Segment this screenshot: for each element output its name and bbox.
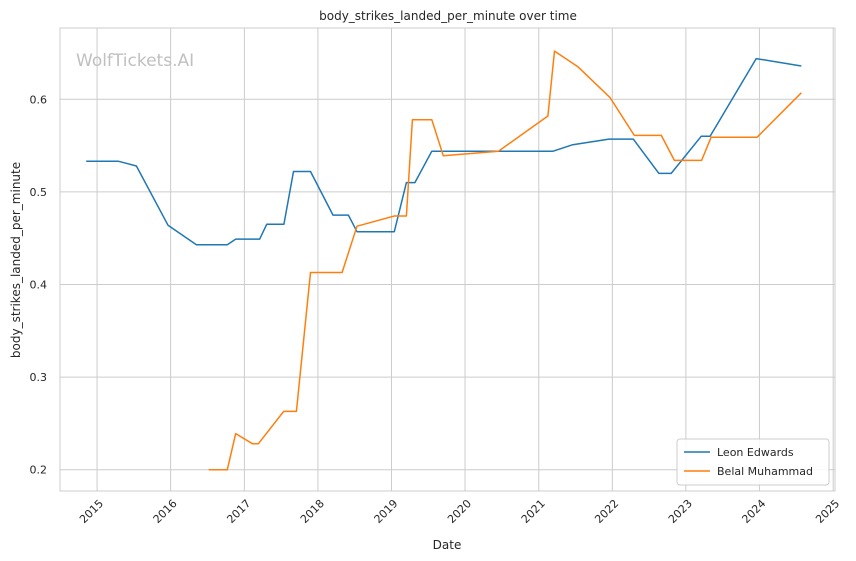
x-tick-label: 2015 bbox=[77, 497, 106, 526]
x-tick-label: 2025 bbox=[813, 497, 842, 526]
y-axis-label: body_strikes_landed_per_minute bbox=[9, 162, 23, 358]
series-lines bbox=[86, 50, 802, 471]
x-axis-label: Date bbox=[433, 538, 462, 552]
x-tick-label: 2022 bbox=[592, 497, 621, 526]
y-tick-label: 0.3 bbox=[30, 371, 48, 384]
legend-label-leon-edwards: Leon Edwards bbox=[717, 446, 794, 459]
series-line-belal-muhammad bbox=[208, 50, 802, 471]
x-tick-label: 2023 bbox=[666, 497, 695, 526]
y-axis-ticks: 0.2 0.3 0.4 0.5 0.6 bbox=[30, 93, 48, 476]
y-tick-label: 0.6 bbox=[30, 93, 48, 106]
series-line-leon-edwards bbox=[86, 57, 802, 246]
legend-label-belal-muhammad: Belal Muhammad bbox=[717, 465, 813, 478]
y-tick-label: 0.2 bbox=[30, 464, 48, 477]
x-tick-label: 2018 bbox=[298, 497, 327, 526]
x-tick-label: 2016 bbox=[151, 497, 180, 526]
chart-title: body_strikes_landed_per_minute over time bbox=[319, 9, 577, 23]
legend: Leon Edwards Belal Muhammad bbox=[676, 438, 830, 486]
x-tick-label: 2024 bbox=[739, 497, 768, 526]
x-tick-label: 2019 bbox=[372, 497, 401, 526]
x-tick-label: 2020 bbox=[445, 497, 474, 526]
gridlines bbox=[60, 28, 835, 491]
y-tick-label: 0.4 bbox=[30, 279, 48, 292]
watermark-text: WolfTickets.AI bbox=[76, 51, 194, 71]
x-tick-label: 2017 bbox=[224, 497, 253, 526]
legend-box bbox=[676, 438, 830, 486]
y-tick-label: 0.5 bbox=[30, 186, 48, 199]
x-axis-ticks: 2015 2016 2017 2018 2019 2020 2021 2022 2023 2024… bbox=[77, 497, 842, 526]
plot-area-frame bbox=[59, 27, 836, 492]
x-tick-label: 2021 bbox=[519, 497, 548, 526]
